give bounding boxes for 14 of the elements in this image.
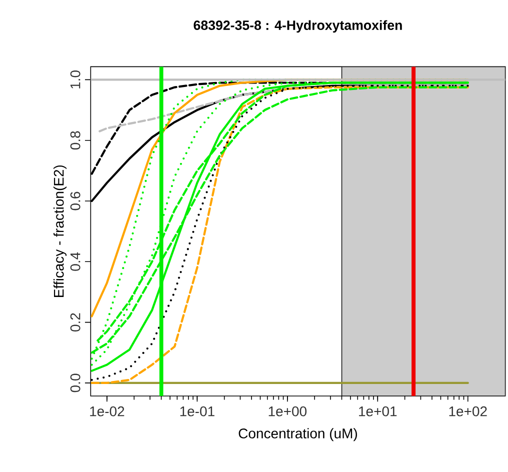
y-tick-label: 0.2 xyxy=(70,313,80,332)
x-tick-label: 1e+01 xyxy=(359,406,397,416)
x-tick-label: 1e-02 xyxy=(90,406,124,416)
y-tick-label: 1.0 xyxy=(70,70,80,88)
x-tick-label: 1e+00 xyxy=(268,406,307,416)
x-tick-label: 1e+02 xyxy=(449,406,487,416)
x-tick-label: 1e-01 xyxy=(180,406,214,416)
y-axis-title: Efficacy - fraction(E2) xyxy=(53,165,67,297)
y-tick-label: 0.0 xyxy=(70,374,80,392)
chart-title: 68392-35-8 : 4-Hydroxytamoxifen xyxy=(194,20,402,33)
y-tick-label: 0.4 xyxy=(70,252,80,271)
x-axis-title: Concentration (uM) xyxy=(238,428,357,442)
y-tick-label: 0.6 xyxy=(70,192,80,210)
y-tick-label: 0.8 xyxy=(70,131,80,150)
